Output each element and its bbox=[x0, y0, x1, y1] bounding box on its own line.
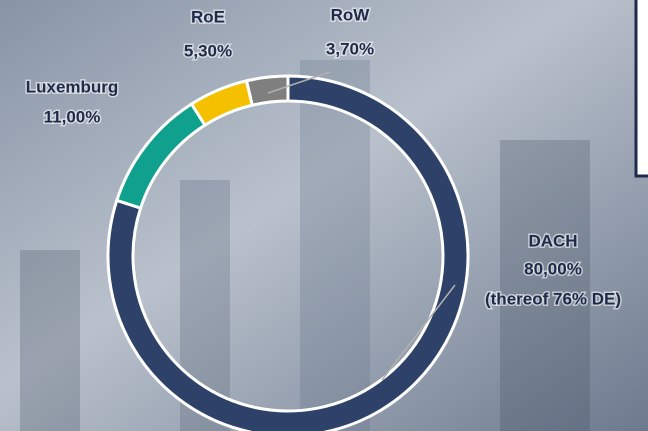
annotation: (thereof 76% DE) bbox=[485, 289, 621, 308]
value-label: 80,00% bbox=[524, 259, 582, 278]
value-label: 3,70% bbox=[326, 39, 374, 58]
slice-label: Luxemburg bbox=[26, 77, 119, 96]
value-label: 5,30% bbox=[184, 41, 232, 60]
donut-segment bbox=[106, 74, 470, 431]
slice-label: RoE bbox=[191, 7, 225, 26]
leader-line bbox=[381, 284, 456, 381]
slice-label: DACH bbox=[528, 231, 577, 250]
slice-label: RoW bbox=[331, 5, 371, 24]
value-label: 11,00% bbox=[44, 107, 101, 126]
leader-line bbox=[267, 71, 331, 94]
donut-segment bbox=[244, 74, 290, 107]
info-box bbox=[634, 0, 648, 178]
